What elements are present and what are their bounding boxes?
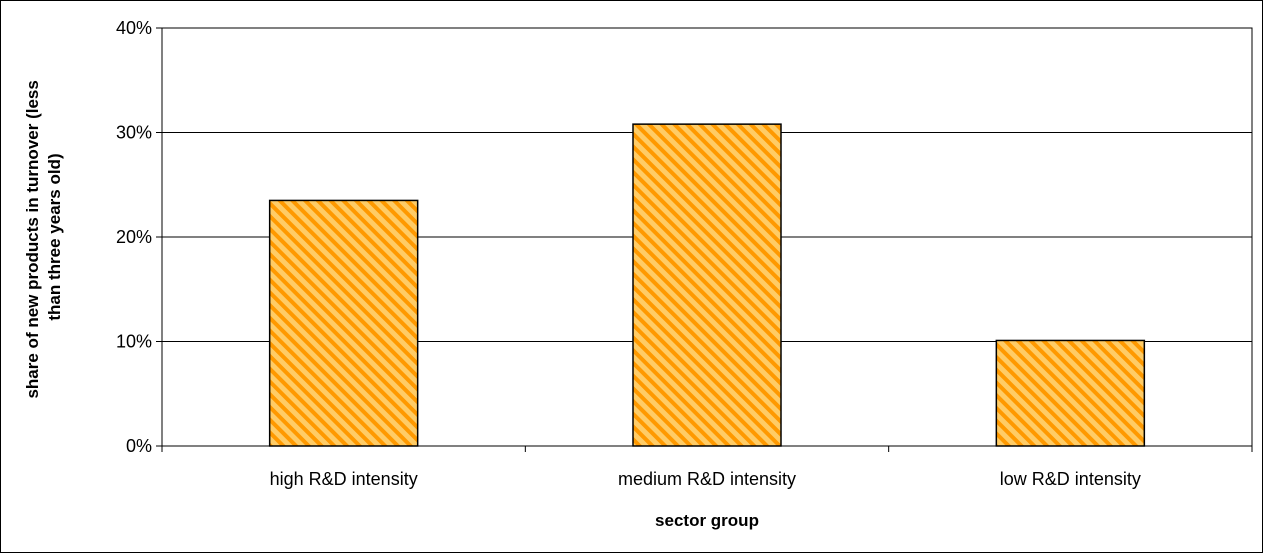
y-axis-title: share of new products in turnover (less … — [23, 75, 64, 398]
y-tick-label: 10% — [116, 332, 152, 352]
y-tick-label: 20% — [116, 227, 152, 247]
bars — [268, 123, 1146, 447]
x-axis-title: sector group — [655, 511, 759, 530]
y-tick-labels: 0% 10% 20% 30% 40% — [116, 18, 152, 456]
bar-1 — [268, 199, 419, 447]
bar-3 — [995, 339, 1146, 447]
y-tick-label: 40% — [116, 18, 152, 38]
y-axis-title-line-2: than three years old) — [45, 153, 64, 320]
x-tick-labels: high R&D intensity medium R&D intensity lo… — [270, 469, 1141, 489]
x-tick-label: medium R&D intensity — [618, 469, 796, 489]
x-tick-label: low R&D intensity — [1000, 469, 1141, 489]
x-tick-label: high R&D intensity — [270, 469, 418, 489]
axes — [156, 27, 1253, 452]
y-tick-label: 0% — [126, 436, 152, 456]
bar-2 — [632, 123, 782, 447]
y-axis-title-line-1: share of new products in turnover (less — [23, 80, 42, 398]
plot-area: 0% 10% 20% 30% 40% high R&D intensity medium … — [116, 18, 1253, 489]
y-tick-label: 30% — [116, 123, 152, 143]
